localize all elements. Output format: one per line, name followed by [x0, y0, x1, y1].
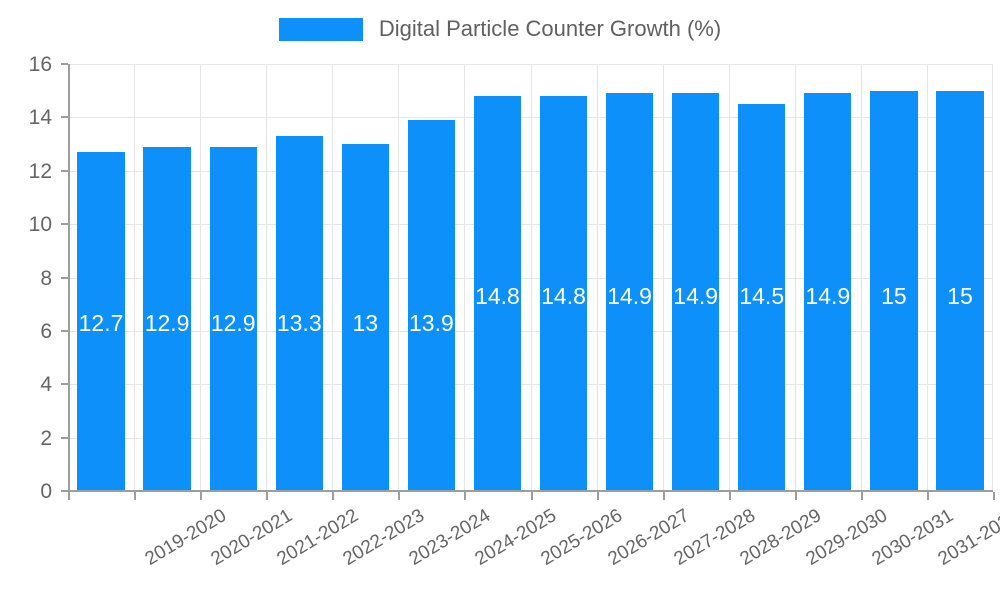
bar[interactable]	[473, 96, 522, 491]
y-axis-tick-mark	[61, 116, 68, 119]
gridline-vertical	[464, 64, 465, 491]
bar-value-label: 12.9	[210, 310, 256, 336]
gridline-vertical	[200, 64, 201, 491]
y-axis-tick-label: 16	[28, 53, 52, 76]
x-axis-tick-mark	[861, 492, 863, 500]
gridline-horizontal	[68, 64, 993, 65]
gridline-vertical	[663, 64, 664, 491]
gridline-vertical	[398, 64, 399, 491]
bar[interactable]	[804, 93, 852, 491]
y-axis-tick-label: 2	[40, 426, 52, 450]
x-axis-tick-mark	[68, 492, 70, 500]
bar-value-label: 12.7	[78, 310, 124, 336]
bar[interactable]	[539, 96, 588, 491]
gridline-horizontal	[68, 384, 993, 386]
gridline-horizontal	[68, 117, 993, 119]
gridline-vertical	[266, 64, 267, 491]
bar[interactable]	[341, 144, 389, 491]
bar-value-label: 13.3	[276, 310, 322, 336]
gridline-vertical	[729, 64, 730, 491]
bar-value-label: 14.8	[541, 283, 586, 309]
y-axis-tick-label: 14	[28, 106, 52, 130]
gridline-vertical	[134, 64, 135, 491]
x-axis-tick-mark	[795, 492, 797, 500]
gridline-vertical	[332, 64, 333, 491]
x-axis-tick-mark	[597, 492, 599, 500]
y-axis-tick-mark	[61, 63, 68, 65]
bar-value-label: 12.9	[144, 310, 190, 336]
x-axis-line	[68, 490, 993, 492]
x-axis-tick-mark	[993, 492, 995, 500]
legend-label[interactable]: Digital Particle Counter Growth (%)	[378, 16, 722, 41]
x-axis-tick-mark	[398, 492, 400, 500]
x-axis-tick-mark	[134, 492, 136, 500]
y-axis-tick-mark	[61, 383, 68, 386]
gridline-horizontal	[68, 330, 993, 332]
bar-value-label: 14.9	[673, 283, 719, 309]
bar[interactable]	[936, 90, 984, 491]
bar[interactable]	[77, 152, 125, 491]
bar-value-label: 15	[881, 283, 907, 309]
bar[interactable]	[870, 90, 918, 491]
bar[interactable]	[407, 120, 455, 491]
legend-color-swatch[interactable]	[278, 17, 363, 41]
bar-value-label: 13	[352, 310, 379, 336]
y-axis-tick-label: 4	[40, 373, 52, 397]
y-axis-tick-mark	[61, 223, 68, 226]
gridline-horizontal	[68, 224, 993, 226]
bar[interactable]	[738, 104, 786, 491]
bar[interactable]	[209, 146, 257, 491]
gridline-horizontal	[68, 170, 993, 172]
plot-area: 12.7 12.9 12.9 13.3 13 13.9 14.8 14.8 14.9 14.9 14…	[68, 64, 993, 491]
x-axis-tick-mark	[464, 492, 466, 500]
y-axis-tick-label: 0	[40, 480, 52, 503]
y-axis-tick-mark	[61, 490, 68, 492]
bar[interactable]	[275, 136, 323, 491]
y-axis-tick-mark	[61, 276, 68, 279]
bar-value-label: 14.9	[607, 283, 652, 309]
bar[interactable]	[672, 93, 720, 491]
gridline-horizontal	[68, 437, 993, 439]
y-axis-tick-mark	[61, 169, 68, 172]
bar-value-label: 15	[947, 283, 973, 309]
y-axis-tick-label: 12	[28, 159, 52, 183]
bar[interactable]	[143, 146, 191, 491]
x-axis-tick-mark	[266, 492, 268, 500]
x-axis-tick-mark	[927, 492, 929, 500]
gridline-vertical	[927, 64, 928, 491]
y-axis-tick-mark	[61, 329, 68, 332]
bar-value-label: 13.9	[408, 310, 454, 336]
bar-value-label: 14.8	[475, 283, 520, 309]
gridline-vertical	[795, 64, 796, 491]
gridline-vertical	[861, 64, 862, 491]
gridline-vertical	[597, 64, 598, 491]
bar-value-label: 14.9	[805, 283, 851, 309]
y-axis-tick-label: 10	[28, 213, 52, 237]
y-axis-tick-label: 6	[40, 319, 52, 343]
gridline-horizontal	[68, 277, 993, 279]
chart-legend: Digital Particle Counter Growth (%)	[0, 8, 1000, 50]
x-axis-tick-mark	[531, 492, 533, 500]
y-axis-tick-mark	[61, 436, 68, 439]
gridline-vertical	[531, 64, 532, 491]
x-axis-tick-mark	[729, 492, 731, 500]
y-axis-line	[68, 64, 70, 492]
x-axis-tick-mark	[200, 492, 202, 500]
bar-value-label: 14.5	[739, 283, 785, 309]
x-axis-tick-mark	[663, 492, 665, 500]
x-axis-tick-mark	[332, 492, 334, 500]
y-axis-tick-label: 8	[40, 266, 52, 290]
bar[interactable]	[605, 93, 654, 491]
